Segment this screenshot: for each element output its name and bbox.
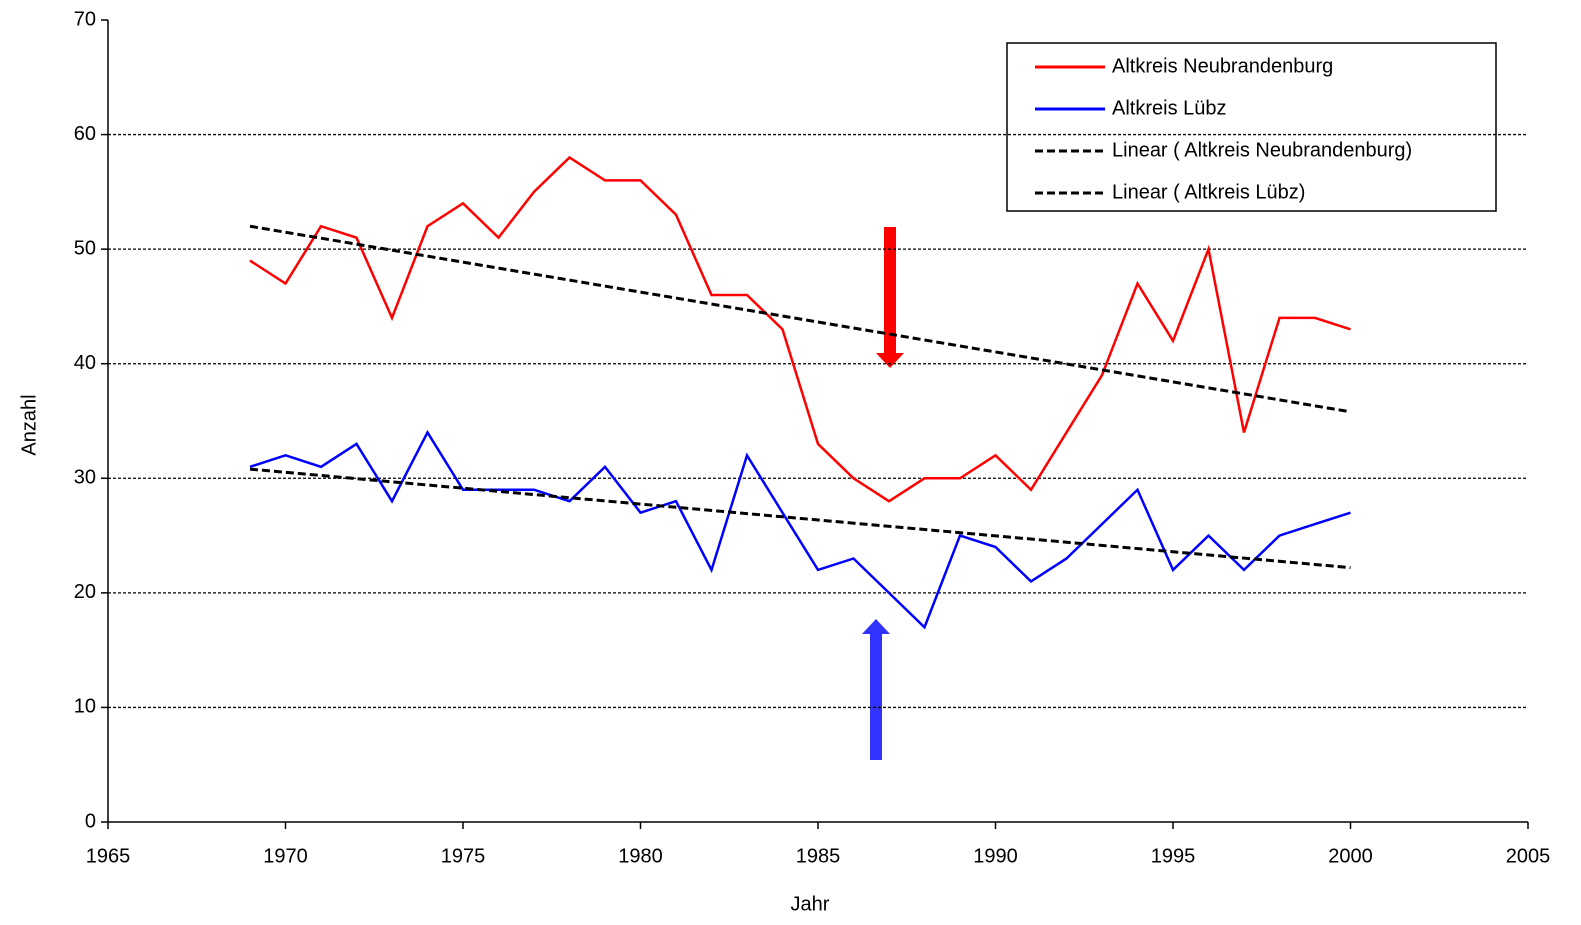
series-line <box>249 429 1351 630</box>
x-tick-label: 2000 <box>1328 845 1373 867</box>
y-tick-label: 70 <box>74 8 96 30</box>
legend-label: Altkreis Lübz <box>1112 97 1227 119</box>
x-tick-label: 1980 <box>618 845 663 867</box>
y-tick-label: 30 <box>74 467 96 489</box>
series-line <box>249 224 1351 414</box>
legend <box>1006 42 1497 212</box>
x-tick-label: 1965 <box>86 845 131 867</box>
x-tick-label: 1975 <box>441 845 486 867</box>
x-tick-label: 2005 <box>1506 845 1551 867</box>
y-tick-label: 0 <box>85 810 96 832</box>
arrow <box>862 619 890 760</box>
legend-label: Linear ( Altkreis Lübz) <box>1112 181 1305 203</box>
y-tick-label: 10 <box>74 696 96 718</box>
y-tick-label: 60 <box>74 123 96 145</box>
series-line <box>249 467 1351 570</box>
y-tick-label: 50 <box>74 237 96 259</box>
x-tick-label: 1990 <box>973 845 1018 867</box>
legend-label: Linear ( Altkreis Neubrandenburg) <box>1112 139 1412 161</box>
arrow <box>876 227 904 368</box>
y-tick-label: 20 <box>74 581 96 603</box>
x-tick-label: 1970 <box>263 845 308 867</box>
legend-label: Altkreis Neubrandenburg <box>1112 55 1333 77</box>
x-tick-label: 1995 <box>1151 845 1196 867</box>
y-tick-label: 40 <box>74 352 96 374</box>
x-tick-label: 1985 <box>796 845 841 867</box>
y-axis-label: Anzahl <box>18 394 40 455</box>
series-line <box>249 155 1351 503</box>
x-axis-label: Jahr <box>791 893 830 915</box>
